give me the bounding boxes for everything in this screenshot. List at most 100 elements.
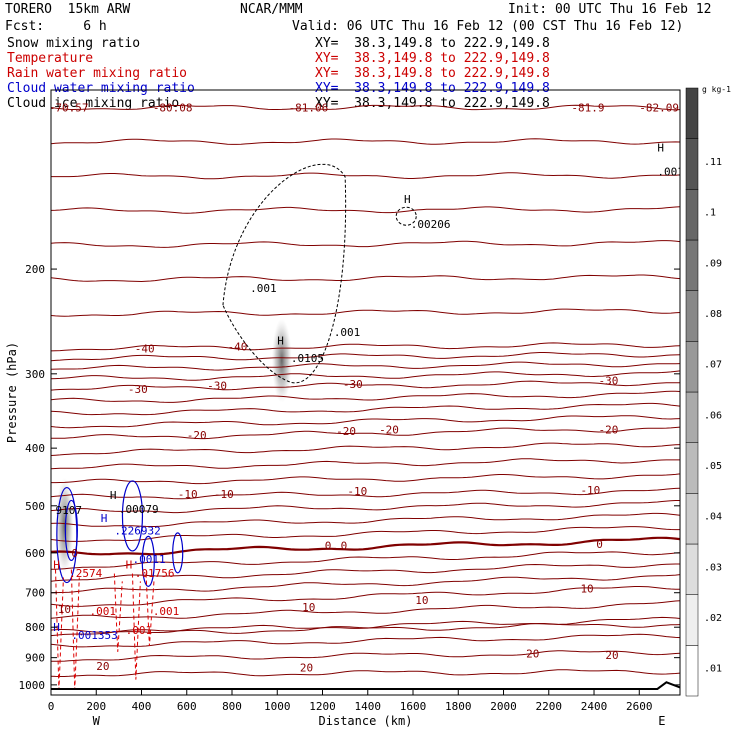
legend-cloud-water-xy: XY= 38.3,149.8 to 222.9,149.8	[315, 81, 550, 96]
contour-label: .001	[126, 624, 153, 637]
temperature-isotherm	[51, 308, 680, 317]
colorbar-swatch	[685, 290, 699, 342]
colorbar-tick-label: .08	[704, 309, 722, 320]
temperature-isotherm	[51, 390, 680, 403]
contour-label: -10	[347, 485, 367, 498]
plot-frame	[50, 89, 681, 696]
temperature-isotherm	[51, 240, 680, 248]
contour-label: 10	[580, 582, 593, 595]
contour-label: .2574	[69, 567, 102, 580]
contour-label: -30	[207, 380, 227, 393]
rain-water-contour	[55, 569, 64, 691]
colorbar-tick-label: .05	[704, 461, 722, 472]
contour-label: .001	[334, 326, 361, 339]
temperature-isotherm	[51, 352, 680, 362]
y-tick-label: 600	[25, 547, 45, 560]
contour-label: -82.09	[639, 101, 679, 114]
colorbar-tick-label: .03	[704, 562, 722, 573]
contour-label: .001	[657, 165, 684, 178]
temperature-isotherm	[51, 633, 680, 648]
contour-label: 20	[605, 649, 618, 662]
temperature-isotherm	[51, 458, 680, 470]
rain-water-contour	[113, 573, 123, 652]
contour-label: 9107	[56, 504, 82, 517]
colorbar-swatch	[685, 189, 699, 241]
x-axis-label: Distance (km)	[319, 714, 413, 728]
colorbar-swatch	[685, 594, 699, 646]
legend-temperature-label: Temperature	[7, 51, 94, 66]
x-tick-label: 400	[132, 700, 152, 713]
maximum-marker: H	[657, 142, 664, 155]
contour-label: -20	[379, 423, 399, 436]
legend-snow-label: Snow mixing ratio	[7, 36, 141, 51]
x-tick-label: 200	[86, 700, 106, 713]
contour-label: -20	[336, 425, 356, 438]
temperature-isotherm	[51, 669, 680, 677]
contour-label: -81.9	[571, 101, 604, 114]
cloud-water-contour	[141, 535, 155, 587]
contour-label: -10	[214, 488, 234, 501]
contour-label: .00206	[411, 218, 451, 231]
maximum-marker: H	[277, 335, 284, 348]
temperature-isotherm	[51, 500, 680, 514]
colorbar-swatch	[685, 391, 699, 443]
contour-label: -30	[599, 375, 619, 388]
x-tick-label: 1400	[355, 700, 382, 713]
x-end-label-east: E	[658, 714, 665, 728]
x-tick-label: 600	[177, 700, 197, 713]
contour-label: 20	[96, 660, 109, 673]
colorbar-tick-label: .04	[704, 512, 722, 523]
contour-label: 0	[341, 539, 348, 552]
legend-rain-label: Rain water mixing ratio	[7, 66, 188, 81]
temperature-isotherm	[51, 536, 680, 556]
valid-time: Valid: 06 UTC Thu 16 Feb 12 (00 CST Thu …	[292, 19, 684, 34]
center-name: NCAR/MMM	[240, 2, 303, 17]
y-tick-label: 500	[25, 500, 45, 513]
contour-label: -20	[187, 429, 207, 442]
x-tick-label: 800	[222, 700, 242, 713]
contour-label: 0	[71, 547, 78, 560]
y-tick-label: 200	[25, 263, 45, 276]
temperature-isotherm	[51, 551, 680, 570]
legend-rain-xy: XY= 38.3,149.8 to 222.9,149.8	[315, 66, 550, 81]
temperature-isotherm	[51, 426, 680, 440]
temperature-isotherm	[51, 623, 680, 637]
temperature-isotherm	[51, 526, 680, 542]
contour-label: .001	[89, 605, 116, 618]
contour-label: .01756	[135, 567, 175, 580]
x-tick-label: 2000	[490, 700, 517, 713]
contour-label: .0105	[291, 352, 324, 365]
maximum-marker: H	[101, 512, 108, 525]
maximum-marker: H	[53, 558, 60, 571]
colorbar-swatch	[685, 442, 699, 494]
rain-water-contour	[145, 573, 155, 646]
x-tick-label: 1600	[400, 700, 427, 713]
contour-label: -40	[135, 343, 155, 356]
cloud-water-contour	[64, 499, 78, 562]
temperature-isotherm	[51, 512, 680, 527]
maximum-marker: H	[126, 558, 133, 571]
colorbar-tick-label: .02	[704, 613, 722, 624]
contour-label: -30	[128, 383, 148, 396]
colorbar-swatch	[685, 493, 699, 545]
x-end-label-west: W	[93, 714, 101, 728]
y-tick-label: 400	[25, 442, 45, 455]
colorbar-swatch	[685, 645, 699, 697]
colorbar-swatch	[685, 87, 699, 139]
temperature-isotherm	[51, 600, 680, 619]
contour-label: 10	[58, 603, 71, 616]
cloud-ice-contour	[395, 206, 417, 226]
colorbar-tick-label: .07	[704, 360, 722, 371]
y-axis-label: Pressure (hPa)	[5, 342, 19, 443]
colorbar-tick-label: .09	[704, 258, 722, 269]
cloud-water-contour	[172, 532, 184, 574]
legend-snow-xy: XY= 38.3,149.8 to 222.9,149.8	[315, 36, 550, 51]
temperature-isotherm	[51, 342, 680, 352]
temperature-isotherm	[51, 586, 680, 607]
colorbar-tick-label: .11	[704, 157, 722, 168]
legend-temperature-xy: XY= 38.3,149.8 to 222.9,149.8	[315, 51, 550, 66]
x-tick-label: 1800	[445, 700, 472, 713]
colorbar-tick-label: .06	[704, 410, 722, 421]
x-tick-label: 1200	[309, 700, 336, 713]
ice-maximum-shading	[271, 318, 292, 403]
